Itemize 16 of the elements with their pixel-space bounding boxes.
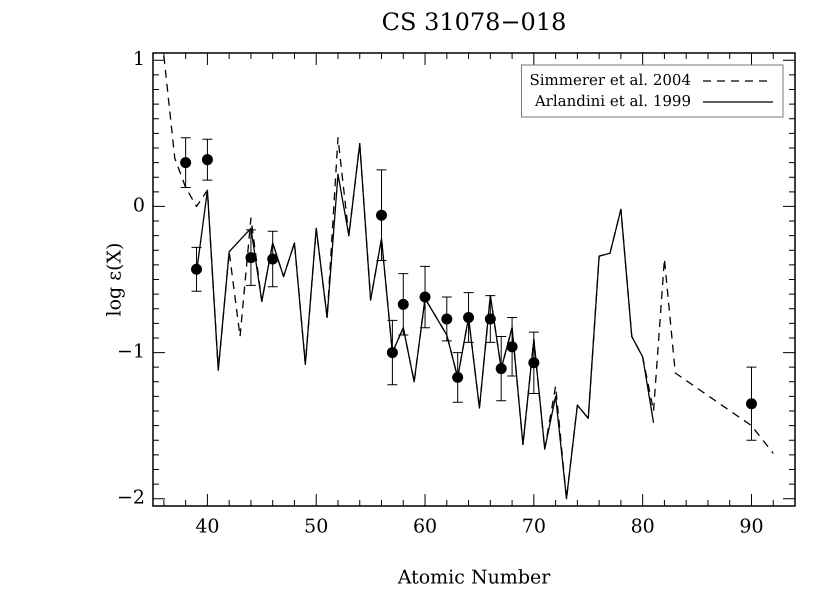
y-tick-label: −1 [116, 340, 145, 362]
x-tick-label: 60 [412, 515, 438, 538]
x-tick-label: 90 [739, 515, 764, 538]
x-axis-title: Atomic Number [396, 566, 552, 589]
y-tick-label: 0 [132, 194, 145, 216]
x-tick-label: 50 [304, 515, 328, 538]
x-tick-label: 40 [195, 515, 220, 538]
y-axis-title: log ε(X) [103, 242, 126, 316]
line-series [163, 55, 774, 500]
x-tick-label: 80 [630, 515, 655, 538]
y-tick-label: −2 [116, 486, 145, 509]
chart-title: CS 31078−018 [382, 8, 566, 36]
legend-label: Arlandini et al. 1999 [534, 92, 691, 110]
legend-label: Simmerer et al. 2004 [529, 70, 691, 89]
x-tick-label: 70 [522, 515, 546, 538]
y-tick-label: 1 [132, 48, 145, 70]
